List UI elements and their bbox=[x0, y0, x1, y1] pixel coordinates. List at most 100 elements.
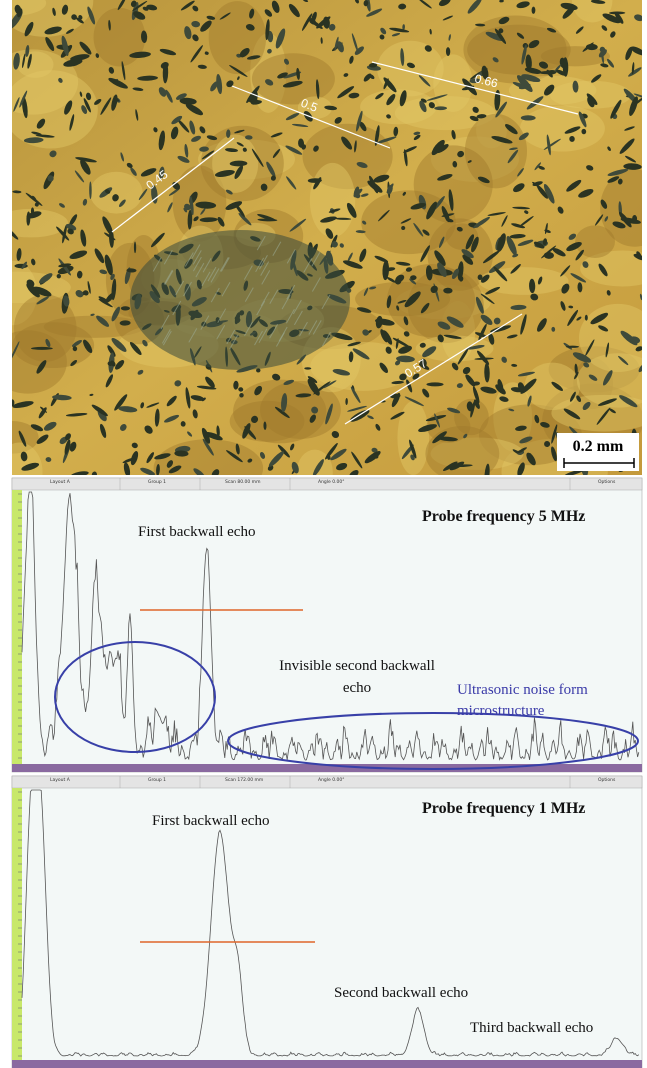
phase bbox=[385, 267, 396, 272]
phase bbox=[30, 424, 44, 432]
annotation: First backwall echo bbox=[138, 524, 256, 540]
micrograph bbox=[12, 0, 642, 475]
toolbar bbox=[11, 775, 643, 789]
phase bbox=[533, 241, 545, 249]
phase bbox=[118, 199, 126, 208]
lamella bbox=[164, 270, 174, 286]
phase bbox=[451, 268, 460, 280]
phase bbox=[184, 26, 192, 40]
phase bbox=[205, 432, 223, 441]
phase bbox=[277, 72, 288, 79]
phase bbox=[480, 386, 497, 394]
phase bbox=[301, 144, 307, 150]
phase bbox=[591, 74, 602, 83]
phase bbox=[311, 406, 319, 414]
phase bbox=[217, 217, 225, 227]
phase bbox=[180, 421, 186, 427]
phase bbox=[544, 84, 555, 96]
phase bbox=[386, 114, 391, 119]
phase bbox=[419, 358, 427, 368]
phase bbox=[575, 249, 584, 261]
phase bbox=[256, 368, 261, 373]
phase bbox=[585, 43, 598, 51]
bottom-bar bbox=[12, 1060, 642, 1068]
a-scan-panel bbox=[11, 775, 643, 1068]
phase bbox=[574, 371, 579, 380]
phase bbox=[515, 425, 527, 431]
phase bbox=[21, 261, 28, 270]
phase bbox=[206, 15, 216, 20]
grain bbox=[89, 171, 143, 214]
phase bbox=[596, 407, 611, 425]
phase bbox=[330, 448, 347, 461]
phase bbox=[115, 360, 125, 370]
scale-bar bbox=[563, 458, 635, 468]
phase bbox=[151, 185, 158, 204]
phase bbox=[210, 81, 218, 92]
phase bbox=[595, 214, 604, 226]
phase bbox=[308, 18, 317, 25]
grain bbox=[12, 271, 71, 304]
lamella bbox=[217, 308, 227, 323]
phase bbox=[104, 254, 113, 276]
phase bbox=[233, 380, 239, 390]
phase bbox=[307, 378, 320, 396]
phase bbox=[395, 261, 411, 266]
phase bbox=[412, 373, 420, 380]
toolbar-item[interactable]: Scan 172.00 mm bbox=[225, 778, 264, 783]
phase bbox=[67, 228, 74, 235]
grain bbox=[433, 54, 473, 113]
annotation: Second backwall echo bbox=[334, 985, 469, 1001]
toolbar-item[interactable]: Group 1 bbox=[148, 778, 166, 783]
grain bbox=[571, 0, 613, 23]
phase bbox=[399, 90, 407, 107]
lamella bbox=[269, 324, 279, 339]
phase bbox=[282, 80, 303, 88]
phase bbox=[164, 414, 180, 423]
phase bbox=[95, 53, 100, 58]
toolbar-item[interactable]: Layout A bbox=[50, 778, 70, 783]
phase bbox=[422, 346, 437, 358]
phase bbox=[35, 134, 55, 138]
phase bbox=[386, 295, 392, 309]
phase bbox=[285, 145, 303, 155]
phase bbox=[635, 346, 642, 352]
phase bbox=[107, 361, 113, 367]
phase bbox=[162, 62, 169, 84]
grain bbox=[12, 70, 98, 149]
phase bbox=[437, 334, 444, 343]
phase bbox=[184, 143, 189, 158]
phase bbox=[206, 135, 218, 141]
toolbar-item[interactable]: Angle 0.00° bbox=[318, 480, 345, 485]
phase bbox=[64, 439, 71, 455]
phase bbox=[192, 409, 198, 419]
toolbar-item[interactable]: Options bbox=[598, 778, 616, 783]
phase bbox=[625, 46, 633, 61]
phase bbox=[270, 175, 276, 181]
phase bbox=[180, 0, 195, 11]
phase bbox=[601, 25, 608, 31]
phase bbox=[219, 12, 231, 20]
phase bbox=[368, 62, 378, 68]
phase bbox=[20, 451, 28, 462]
phase bbox=[249, 8, 255, 19]
phase bbox=[454, 464, 473, 468]
phase bbox=[420, 245, 430, 262]
phase bbox=[235, 443, 240, 455]
toolbar-item[interactable]: Angle 0.00° bbox=[318, 778, 345, 783]
phase bbox=[229, 160, 248, 167]
phase bbox=[620, 217, 641, 224]
toolbar-item[interactable]: Scan 80.00 mm bbox=[225, 480, 261, 485]
toolbar-item[interactable]: Layout A bbox=[50, 480, 70, 485]
lamella bbox=[299, 321, 308, 337]
phase bbox=[337, 86, 355, 99]
grain bbox=[573, 358, 614, 409]
phase bbox=[447, 407, 461, 414]
toolbar-item[interactable]: Options bbox=[598, 480, 616, 485]
toolbar-item[interactable]: Group 1 bbox=[148, 480, 166, 485]
phase bbox=[442, 461, 458, 471]
phase bbox=[516, 75, 533, 93]
phase bbox=[530, 293, 539, 301]
phase bbox=[56, 273, 61, 279]
phase bbox=[142, 339, 148, 347]
